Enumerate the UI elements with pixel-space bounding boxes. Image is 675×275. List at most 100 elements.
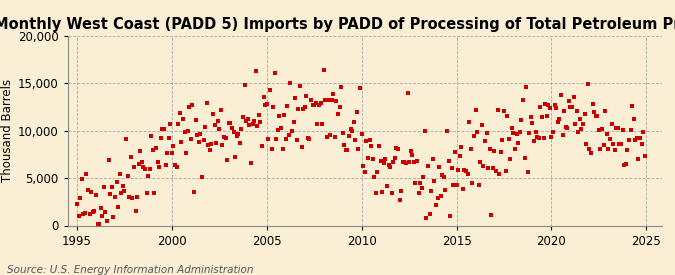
Point xyxy=(518,98,529,102)
Point xyxy=(203,142,214,147)
Title: Monthly West Coast (PADD 5) Imports by PADD of Processing of Total Petroleum Pro: Monthly West Coast (PADD 5) Imports by P… xyxy=(0,17,675,32)
Point xyxy=(354,86,365,90)
Point xyxy=(358,164,369,168)
Point xyxy=(497,137,508,142)
Point xyxy=(601,132,612,136)
Point xyxy=(535,105,546,110)
Point xyxy=(389,156,400,161)
Point xyxy=(209,123,220,128)
Point xyxy=(155,136,166,141)
Point xyxy=(434,165,445,170)
Point xyxy=(372,170,383,174)
Point xyxy=(388,160,399,164)
Point xyxy=(239,83,250,88)
Point xyxy=(329,135,340,139)
Point xyxy=(317,122,327,126)
Point xyxy=(402,91,413,96)
Point xyxy=(90,192,101,197)
Point xyxy=(571,109,582,113)
Point xyxy=(338,131,348,135)
Point xyxy=(252,124,263,128)
Point xyxy=(146,134,157,139)
Point xyxy=(610,148,620,152)
Point xyxy=(214,127,225,131)
Point xyxy=(157,126,168,131)
Point xyxy=(568,95,579,100)
Point xyxy=(275,126,286,130)
Point xyxy=(192,133,202,137)
Point xyxy=(383,163,394,167)
Point xyxy=(445,213,456,218)
Point xyxy=(280,136,291,141)
Point xyxy=(396,189,406,194)
Point xyxy=(617,127,628,132)
Point xyxy=(520,85,531,89)
Point xyxy=(546,135,557,140)
Point xyxy=(287,129,298,134)
Point xyxy=(636,142,647,147)
Point xyxy=(255,120,266,124)
Point xyxy=(241,119,252,123)
Point xyxy=(215,108,226,113)
Point xyxy=(230,155,240,159)
Point xyxy=(362,156,373,160)
Point xyxy=(190,118,201,122)
Point xyxy=(72,202,82,206)
Point xyxy=(439,175,450,179)
Point xyxy=(284,133,294,137)
Point xyxy=(200,125,211,130)
Point xyxy=(263,137,274,141)
Point xyxy=(371,190,381,195)
Point xyxy=(440,188,451,193)
Point xyxy=(467,181,478,185)
Point xyxy=(579,112,590,117)
Point xyxy=(453,167,464,172)
Point xyxy=(551,106,562,111)
Point xyxy=(451,183,462,187)
Point xyxy=(220,136,231,140)
Point xyxy=(84,212,95,217)
Point xyxy=(244,123,254,127)
Point xyxy=(416,186,427,190)
Point xyxy=(423,163,433,168)
Point xyxy=(138,164,148,169)
Point xyxy=(151,146,161,150)
Point xyxy=(437,172,448,177)
Point xyxy=(273,128,284,132)
Point xyxy=(394,198,405,202)
Point xyxy=(369,175,380,179)
Point xyxy=(413,191,424,196)
Point xyxy=(260,103,271,107)
Point xyxy=(326,98,337,103)
Point xyxy=(228,130,239,135)
Point xyxy=(87,210,98,214)
Point xyxy=(162,151,173,155)
Point xyxy=(80,211,90,215)
Point xyxy=(335,84,346,89)
Point xyxy=(606,121,617,126)
Point xyxy=(380,157,391,161)
Point xyxy=(154,164,165,169)
Point xyxy=(622,148,632,153)
Point xyxy=(122,174,133,179)
Point xyxy=(173,122,184,127)
Point xyxy=(256,143,267,148)
Point xyxy=(94,221,105,226)
Point xyxy=(367,157,378,161)
Point xyxy=(201,101,212,106)
Point xyxy=(506,126,517,131)
Point xyxy=(193,140,204,145)
Point xyxy=(504,137,514,141)
Point xyxy=(480,139,491,143)
Point xyxy=(136,160,147,164)
Point xyxy=(248,119,259,124)
Point xyxy=(290,95,300,100)
Point xyxy=(414,180,425,185)
Point xyxy=(195,132,206,136)
Point xyxy=(464,120,475,125)
Point xyxy=(399,160,410,164)
Point xyxy=(393,147,404,151)
Point xyxy=(144,167,155,171)
Point xyxy=(630,138,641,142)
Point xyxy=(612,126,623,131)
